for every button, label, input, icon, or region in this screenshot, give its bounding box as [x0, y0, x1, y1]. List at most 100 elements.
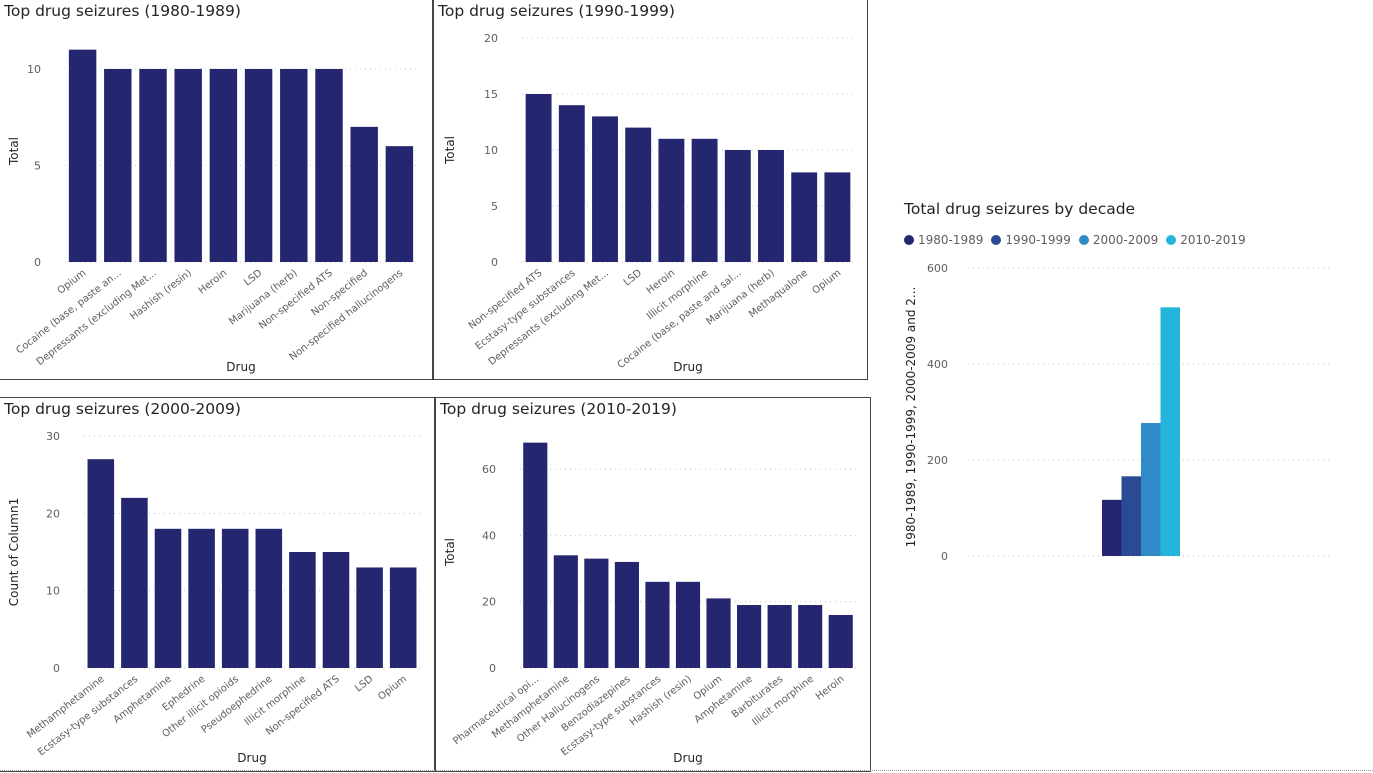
- bar: [828, 614, 853, 668]
- legend-label: 1990-1999: [1005, 233, 1071, 247]
- y-tick-label: 20: [482, 596, 496, 609]
- bar: [356, 567, 383, 668]
- x-tick-label: Heroin: [197, 268, 230, 297]
- y-axis-title: Total: [7, 137, 21, 166]
- bar: [706, 598, 731, 668]
- bar: [244, 68, 273, 263]
- x-tick-label: Methaqualone: [747, 268, 810, 321]
- bar: [154, 528, 182, 668]
- x-tick-label: Hashish (resin): [128, 268, 194, 323]
- bar: [724, 150, 751, 262]
- legend-label: 2000-2009: [1092, 233, 1159, 247]
- bar: [68, 49, 97, 262]
- bar: [188, 528, 215, 668]
- y-tick-label: 20: [484, 32, 498, 45]
- y-tick-label: 5: [34, 159, 41, 172]
- chart-title: Top drug seizures (2000-2009): [4, 400, 241, 418]
- y-tick-label: 10: [27, 63, 41, 76]
- bar: [645, 581, 670, 668]
- chart-panel-2000s[interactable]: Top drug seizures (2000-2009) 0 10 20 30 Met…: [0, 397, 435, 772]
- chart-title: Top drug seizures (2010-2019): [440, 400, 677, 418]
- bar: [389, 567, 417, 668]
- y-axis-title: Count of Column1: [7, 498, 21, 606]
- y-tick-label: 15: [484, 88, 498, 101]
- bar: [553, 555, 578, 668]
- bar: [691, 138, 718, 262]
- y-axis-title: Total: [443, 538, 457, 567]
- x-tick-label: LSD: [353, 674, 375, 695]
- bar: [255, 528, 283, 668]
- bar: [614, 561, 639, 668]
- chart-panel-2010s[interactable]: Top drug seizures (2010-2019) 0 20 40 60 Pha…: [435, 397, 871, 772]
- legend-swatch: [904, 235, 914, 245]
- chart-legend: 1980-1989 1990-1999 2000-2009 2010-2019: [904, 233, 1246, 247]
- bar: [121, 497, 148, 668]
- bar: [798, 605, 823, 668]
- x-tick-label: LSD: [622, 268, 644, 289]
- bar: [87, 459, 115, 668]
- legend-item[interactable]: 2010-2019: [1166, 233, 1246, 247]
- bar: [315, 68, 343, 263]
- x-tick-label: Amphetamine: [112, 674, 174, 726]
- bar: [584, 558, 609, 668]
- chart-panel-decades[interactable]: Total drug seizures by decade: [880, 190, 1360, 590]
- y-axis-title: Total: [443, 136, 457, 165]
- legend-swatch: [1078, 235, 1089, 245]
- chart-panel-1980s[interactable]: Top drug seizures (1980-1989) 0 5 10 Opium C…: [0, 0, 433, 380]
- y-tick-label: 0: [489, 662, 496, 675]
- bar: [592, 116, 618, 263]
- y-tick-label: 10: [484, 144, 498, 157]
- bar: [322, 552, 350, 668]
- bar: [658, 138, 685, 262]
- bar: [350, 126, 378, 262]
- legend-item[interactable]: 1990-1999: [991, 233, 1071, 247]
- x-tick-label: Opium: [56, 268, 89, 297]
- bar: [737, 605, 762, 668]
- bar: [139, 68, 167, 263]
- x-axis-title: Drug: [237, 751, 266, 765]
- bar: [791, 172, 818, 262]
- y-tick-label: 20: [46, 507, 60, 520]
- bar: [824, 172, 851, 262]
- bar: [625, 127, 652, 262]
- bar: [558, 105, 585, 262]
- legend-swatch: [1166, 235, 1177, 245]
- x-tick-label: Heroin: [814, 674, 847, 703]
- x-tick-label: LSD: [242, 268, 264, 289]
- legend-item[interactable]: 2000-2009: [1078, 233, 1159, 247]
- y-tick-label: 60: [482, 463, 496, 476]
- x-axis-title: Drug: [673, 360, 702, 374]
- bar: [523, 442, 548, 668]
- chart-title: Top drug seizures (1990-1999): [438, 2, 675, 20]
- x-axis-title: Drug: [673, 751, 702, 765]
- y-tick-label: 30: [46, 430, 60, 443]
- chart-title: Top drug seizures (1980-1989): [4, 2, 241, 20]
- chart-title: Total drug seizures by decade: [904, 200, 1136, 218]
- y-tick-label: 0: [53, 662, 60, 675]
- bar: [385, 146, 414, 262]
- page-divider: [0, 770, 1373, 771]
- y-tick-label: 0: [491, 256, 498, 269]
- bar: [174, 68, 202, 263]
- chart-panel-1990s[interactable]: Top drug seizures (1990-1999) 0 5 10 15 20 No…: [433, 0, 868, 380]
- y-tick-label: 40: [482, 529, 496, 542]
- bar: [767, 605, 792, 668]
- x-axis-title: Drug: [226, 360, 255, 374]
- x-tick-label: Opium: [810, 268, 843, 297]
- bar: [221, 528, 249, 668]
- bar: [525, 94, 552, 262]
- legend-label: 1980-1989: [918, 233, 984, 247]
- legend-swatch: [991, 235, 1002, 245]
- bar: [675, 581, 701, 668]
- y-tick-label: 5: [491, 200, 498, 213]
- bar: [104, 68, 132, 263]
- bar: [289, 552, 316, 668]
- y-tick-label: 10: [46, 585, 60, 598]
- legend-item[interactable]: 1980-1989: [904, 233, 983, 247]
- bar: [758, 150, 784, 262]
- legend-label: 2010-2019: [1180, 233, 1246, 247]
